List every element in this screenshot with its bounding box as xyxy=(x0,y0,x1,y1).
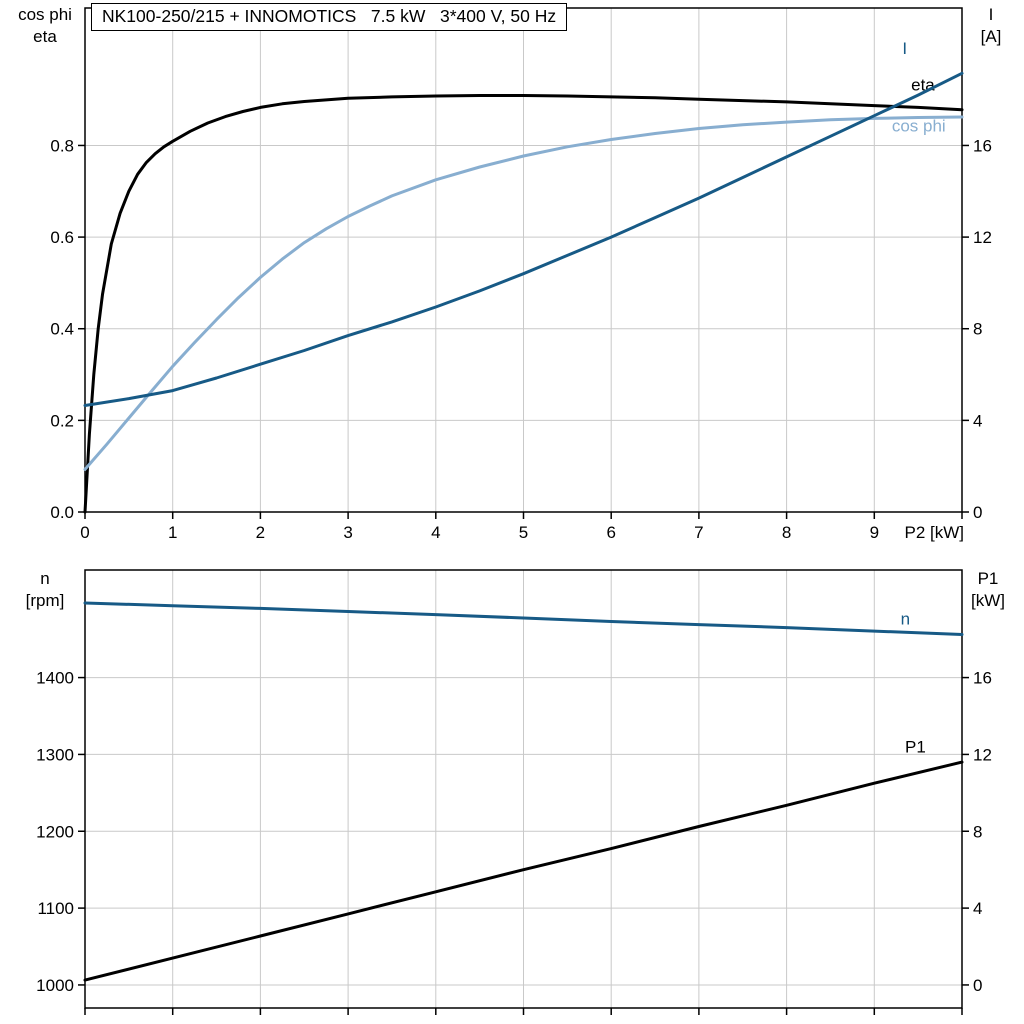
svg-text:6: 6 xyxy=(606,523,615,542)
svg-text:8: 8 xyxy=(782,523,791,542)
svg-text:16: 16 xyxy=(973,136,992,155)
bottom-left-axis-title-line2: [rpm] xyxy=(25,591,65,610)
top-right-axis-title-line2: [A] xyxy=(980,27,1002,46)
svg-text:0: 0 xyxy=(973,503,982,522)
svg-text:4: 4 xyxy=(973,411,982,430)
svg-text:1100: 1100 xyxy=(37,899,74,918)
bottom-right-axis-title-line1: P1 xyxy=(977,569,999,588)
svg-text:12: 12 xyxy=(973,745,992,764)
top-chart: 0 1 2 3 4 5 6 7 8 9 P2 [kW]0.00.20.40.60.80481216e… xyxy=(50,7,992,542)
svg-text:8: 8 xyxy=(973,320,982,339)
svg-text:3: 3 xyxy=(343,523,352,542)
svg-text:0.4: 0.4 xyxy=(50,320,74,339)
bottom-left-axis-title: n [rpm] xyxy=(6,568,84,612)
svg-text:1300: 1300 xyxy=(36,745,74,764)
svg-text:I: I xyxy=(902,39,907,58)
svg-text:4: 4 xyxy=(973,899,982,918)
svg-text:1000: 1000 xyxy=(36,976,74,995)
top-left-axis-title: cos phi eta xyxy=(6,4,84,48)
svg-text:1400: 1400 xyxy=(36,669,74,688)
svg-text:0: 0 xyxy=(80,523,89,542)
svg-text:4: 4 xyxy=(431,523,440,542)
svg-text:2: 2 xyxy=(256,523,265,542)
svg-text:0.2: 0.2 xyxy=(50,411,74,430)
svg-text:P1: P1 xyxy=(905,738,926,757)
svg-text:0: 0 xyxy=(973,976,982,995)
top-right-axis-title: I [A] xyxy=(962,4,1020,48)
svg-text:12: 12 xyxy=(973,228,992,247)
svg-text:7: 7 xyxy=(694,523,703,542)
svg-text:n: n xyxy=(901,610,910,629)
bottom-right-axis-title-line2: [kW] xyxy=(971,591,1005,610)
svg-text:0.6: 0.6 xyxy=(50,228,74,247)
bottom-right-axis-title: P1 [kW] xyxy=(956,568,1020,612)
svg-text:1200: 1200 xyxy=(36,822,74,841)
bottom-chart: 1000 1100 1200 1300 1400 0 4 8 12 16 n P1 xyxy=(36,569,992,1015)
svg-text:16: 16 xyxy=(973,669,992,688)
svg-text:9: 9 xyxy=(870,523,879,542)
svg-text:5: 5 xyxy=(519,523,528,542)
top-right-axis-title-line1: I xyxy=(988,5,994,24)
svg-text:P2 [kW]: P2 [kW] xyxy=(904,523,964,542)
svg-text:0.8: 0.8 xyxy=(50,136,74,155)
svg-text:0.0: 0.0 xyxy=(50,503,74,522)
chart-title: NK100-250/215 + INNOMOTICS 7.5 kW 3*400 … xyxy=(91,3,568,31)
top-left-axis-title-line1: cos phi xyxy=(18,5,72,24)
top-left-axis-title-line2: eta xyxy=(33,27,57,46)
svg-text:cos phi: cos phi xyxy=(892,117,946,136)
svg-text:1: 1 xyxy=(168,523,177,542)
bottom-left-axis-title-line1: n xyxy=(40,569,50,588)
svg-text:8: 8 xyxy=(973,822,982,841)
